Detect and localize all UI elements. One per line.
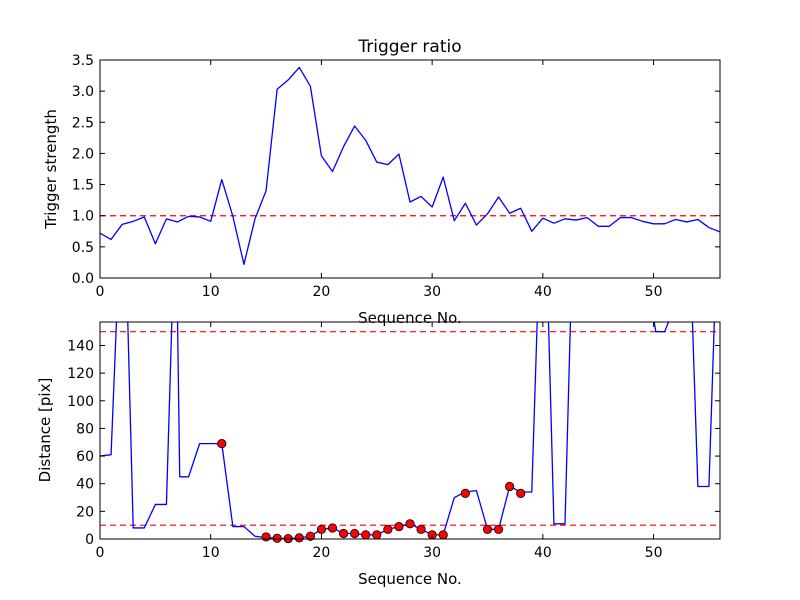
x-tick-label: 10 — [202, 284, 220, 300]
plot-frame — [99, 321, 721, 540]
x-tick-label: 20 — [313, 284, 331, 300]
data-point-marker — [316, 524, 327, 534]
y-ticks: 0 20 40 60 80 100 120 140 — [67, 338, 720, 548]
y-tick-label: 3.5 — [72, 53, 94, 69]
y-tick-label: 1.5 — [72, 178, 94, 194]
y-tick-label: 20 — [76, 504, 94, 520]
y-tick-label: 120 — [67, 366, 94, 382]
x-tick-label: 40 — [534, 284, 552, 300]
y-ticks: 0.0 0.5 1.0 1.5 2.0 2.5 3.0 3.5 — [72, 53, 720, 287]
y-tick-label: 1.0 — [72, 209, 94, 225]
data-point-marker — [361, 530, 371, 540]
data-point-marker — [350, 528, 360, 539]
data-point-marker — [294, 533, 304, 543]
data-point-marker — [516, 488, 526, 498]
data-point-marker — [405, 519, 415, 529]
y-tick-label: 2.5 — [72, 115, 94, 131]
data-point-marker — [338, 528, 349, 539]
x-tick-label: 0 — [96, 545, 105, 561]
x-tick-label: 30 — [423, 545, 441, 561]
data-point-marker — [505, 481, 515, 492]
x-tick-label: 10 — [202, 545, 220, 561]
y-tick-label: 0.0 — [72, 271, 94, 287]
markers-layer — [217, 439, 526, 544]
y-tick-label: 80 — [76, 421, 94, 437]
data-point-marker — [327, 523, 338, 533]
y-axis-label: Trigger strength — [42, 109, 60, 230]
y-tick-label: 60 — [76, 449, 94, 465]
y-tick-label: 0.5 — [72, 240, 94, 256]
x-tick-label: 0 — [96, 284, 105, 300]
distance-panel: 0 10 20 30 40 50 0 20 40 60 80 100 120 140 Sequence … — [36, 321, 721, 588]
x-tick-label: 30 — [423, 284, 441, 300]
data-point-marker — [416, 524, 426, 534]
data-point-marker — [261, 532, 271, 542]
plot-frame — [99, 59, 721, 279]
x-ticks: 0 10 20 30 40 50 — [96, 60, 663, 300]
data-point-marker — [394, 521, 404, 532]
x-tick-label: 50 — [645, 545, 663, 561]
chart-title: Trigger ratio — [357, 37, 461, 57]
data-point-marker — [438, 530, 448, 540]
data-point-marker — [460, 488, 470, 498]
data-point-marker — [272, 533, 282, 543]
data-point-marker — [383, 524, 393, 534]
y-axis-label: Distance [pix] — [36, 378, 54, 483]
series-layer — [100, 66, 720, 265]
y-tick-label: 140 — [67, 338, 94, 354]
y-tick-label: 0 — [85, 532, 94, 548]
x-tick-label: 50 — [645, 284, 663, 300]
data-point-marker — [217, 439, 227, 449]
data-point-marker — [372, 530, 382, 540]
y-tick-label: 100 — [67, 394, 94, 410]
y-tick-label: 40 — [76, 477, 94, 493]
series-line — [100, 66, 720, 265]
x-tick-label: 20 — [313, 545, 331, 561]
y-tick-label: 2.0 — [72, 146, 94, 162]
x-ticks: 0 10 20 30 40 50 — [96, 322, 663, 561]
x-axis-label: Sequence No. — [358, 309, 462, 327]
x-axis-label: Sequence No. — [358, 570, 462, 588]
x-tick-label: 40 — [534, 545, 552, 561]
data-point-marker — [305, 531, 315, 541]
data-point-marker — [482, 524, 493, 534]
series-layer — [100, 322, 715, 539]
y-tick-label: 3.0 — [72, 84, 94, 100]
series-line — [100, 322, 715, 539]
data-point-marker — [493, 524, 504, 534]
